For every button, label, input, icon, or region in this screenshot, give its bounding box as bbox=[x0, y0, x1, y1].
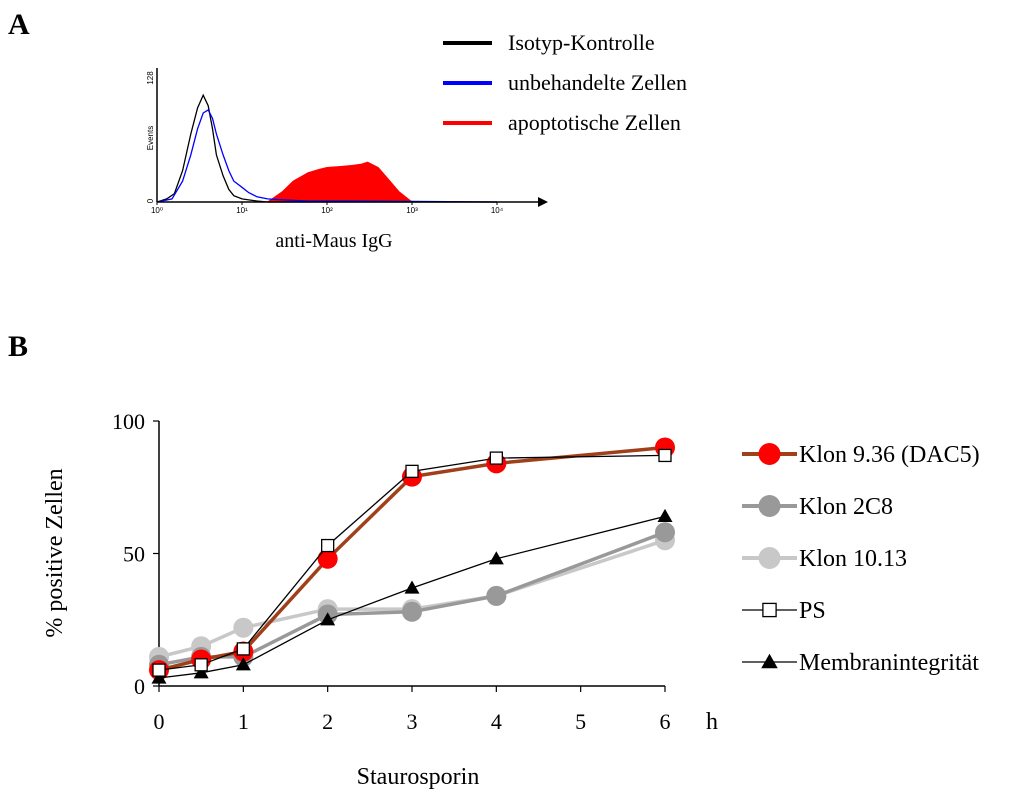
histogram-legend-label: unbehandelte Zellen bbox=[508, 70, 687, 95]
line-chart-y-tick-label: 100 bbox=[112, 409, 145, 434]
line-chart-x-axis-label: Staurosporin bbox=[357, 764, 480, 790]
histogram-x-axis-arrow bbox=[538, 197, 548, 207]
data-point-klon-2c8 bbox=[655, 522, 675, 543]
histogram-y-min-label: 0 bbox=[146, 198, 155, 203]
histogram-x-tick-label: 10³ bbox=[406, 206, 418, 215]
data-point-ps bbox=[194, 658, 208, 672]
series-line-klon-10-13 bbox=[158, 538, 666, 659]
data-point-membranintegrit-t bbox=[488, 551, 504, 565]
line-chart-x-tick-label: 0 bbox=[154, 709, 165, 734]
panel-a-letter: A bbox=[8, 8, 30, 41]
line-chart-x-tick-label: 1 bbox=[238, 709, 249, 734]
legend-label-klon-10-13: Klon 10.13 bbox=[799, 546, 907, 572]
legend-marker-klon-2c8 bbox=[758, 495, 781, 517]
data-point-ps bbox=[658, 448, 672, 463]
histogram-y-axis-label: Events bbox=[146, 126, 155, 150]
histogram-series-apoptotische-zellen bbox=[157, 161, 497, 203]
data-point-klon-9-36-dac5 bbox=[317, 548, 338, 569]
data-point-klon-2c8 bbox=[402, 601, 422, 622]
line-chart-x-unit: h bbox=[706, 709, 718, 735]
histogram-x-axis-label: anti-Maus IgG bbox=[275, 230, 392, 252]
histogram-legend-label: Isotyp-Kontrolle bbox=[508, 30, 655, 55]
legend-marker-ps bbox=[762, 602, 777, 618]
legend-marker-klon-9-36-dac5 bbox=[758, 443, 781, 465]
histogram-x-tick-label: 10¹ bbox=[236, 206, 248, 215]
data-point-ps bbox=[489, 451, 503, 465]
line-chart-y-tick-label: 0 bbox=[134, 674, 145, 699]
legend-label-membranintegrit-t: Membranintegrität bbox=[799, 650, 979, 676]
data-point-ps bbox=[321, 538, 335, 553]
histogram-legend-label: apoptotische Zellen bbox=[508, 110, 681, 135]
legend-label-klon-2c8: Klon 2C8 bbox=[799, 494, 893, 520]
legend-label-klon-9-36-dac5: Klon 9.36 (DAC5) bbox=[799, 442, 980, 468]
line-chart-y-tick-label: 50 bbox=[123, 542, 145, 567]
legend-marker-klon-10-13 bbox=[758, 547, 781, 569]
data-point-ps bbox=[236, 642, 250, 656]
series-klon-2c8 bbox=[149, 522, 675, 675]
line-chart-x-tick-label: 5 bbox=[575, 709, 586, 734]
histogram-x-tick-label: 10⁰ bbox=[151, 206, 163, 215]
data-point-klon-10-13 bbox=[233, 617, 254, 638]
legend-marker-membranintegrit-t bbox=[761, 653, 778, 669]
line-chart-x-tick-label: 3 bbox=[407, 709, 418, 734]
data-point-ps bbox=[152, 663, 166, 677]
data-point-membranintegrit-t bbox=[657, 508, 673, 523]
series-membranintegrit-t bbox=[151, 508, 673, 684]
histogram-x-tick-label: 10⁴ bbox=[491, 206, 504, 215]
data-point-membranintegrit-t bbox=[320, 612, 336, 626]
panel-b-letter: B bbox=[8, 330, 29, 363]
histogram-x-tick-label: 10² bbox=[321, 206, 333, 215]
series-line-klon-2c8 bbox=[158, 530, 666, 667]
data-point-membranintegrit-t bbox=[404, 580, 420, 594]
data-point-klon-2c8 bbox=[486, 585, 507, 606]
series-klon-10-13 bbox=[149, 530, 675, 667]
line-chart-y-axis-label: % positive Zellen bbox=[42, 468, 68, 637]
legend-label-ps: PS bbox=[799, 598, 826, 624]
line-chart-x-tick-label: 2 bbox=[322, 709, 333, 734]
line-chart-x-tick-label: 6 bbox=[660, 709, 671, 734]
histogram-y-max-label: 128 bbox=[146, 71, 155, 85]
data-point-membranintegrit-t bbox=[151, 670, 167, 684]
data-point-membranintegrit-t bbox=[235, 657, 251, 671]
data-point-ps bbox=[405, 464, 419, 479]
histogram-series-unbehandelte-zellen bbox=[156, 108, 498, 203]
data-point-membranintegrit-t bbox=[193, 665, 209, 679]
line-chart-x-tick-label: 4 bbox=[491, 709, 502, 734]
series-ps bbox=[152, 448, 672, 677]
